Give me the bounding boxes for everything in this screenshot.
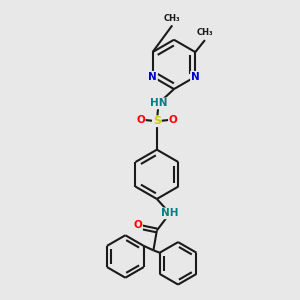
Text: CH₃: CH₃ — [196, 28, 213, 38]
Text: CH₃: CH₃ — [164, 14, 181, 22]
Text: HN: HN — [150, 98, 167, 108]
Text: N: N — [191, 72, 200, 82]
Text: N: N — [148, 72, 157, 82]
Text: O: O — [133, 220, 142, 230]
Text: S: S — [153, 116, 161, 126]
Text: O: O — [136, 115, 145, 124]
Text: NH: NH — [161, 208, 178, 218]
Text: O: O — [169, 115, 178, 124]
